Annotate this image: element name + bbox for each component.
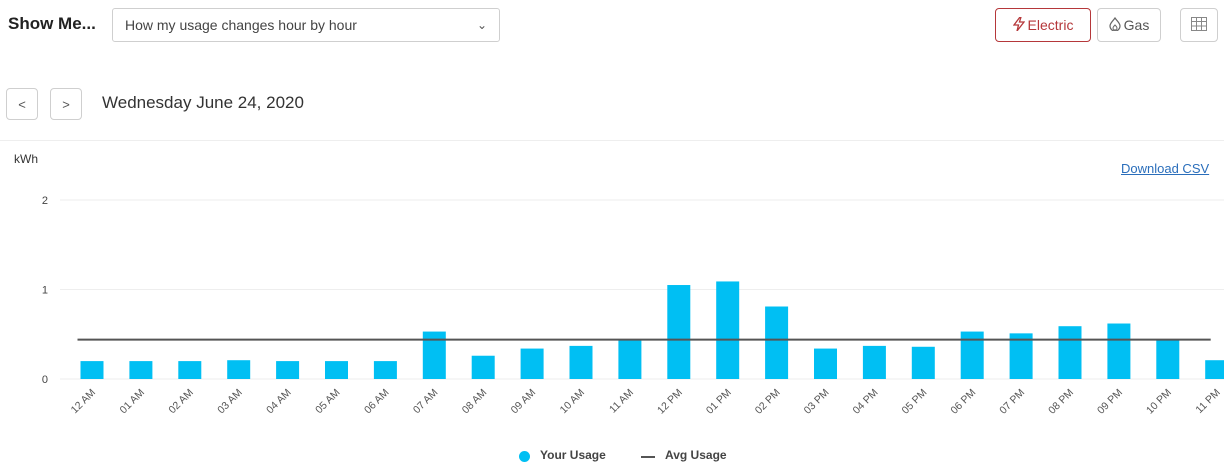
x-tick-label: 10 AM <box>558 387 588 417</box>
table-grid-icon <box>1191 16 1207 34</box>
usage-chart: 0 1 2 12 AM 01 AM 02 AM 03 AM 04 AM 05 AM 06 AM 07… <box>42 195 1224 417</box>
x-tick-label: 07 AM <box>411 387 441 417</box>
usage-bar <box>471 355 495 379</box>
x-tick-label: 05 AM <box>313 387 343 417</box>
x-tick-label: 03 AM <box>215 387 245 417</box>
y-tick-label: 0 <box>42 374 48 386</box>
usage-bar <box>80 361 104 379</box>
x-tick-label: 11 PM <box>1193 387 1222 416</box>
x-tick-label: 08 AM <box>460 387 490 417</box>
prev-day-button[interactable]: < <box>6 88 38 120</box>
chevron-down-icon: ⌄ <box>476 18 487 32</box>
electric-button[interactable]: Electric <box>995 8 1091 42</box>
usage-bar <box>227 360 251 379</box>
usage-bar <box>1107 323 1131 379</box>
usage-bar <box>129 361 153 379</box>
usage-bar <box>814 348 837 379</box>
x-tick-label: 09 PM <box>1095 387 1125 417</box>
x-tick-label: 12 AM <box>69 387 99 417</box>
usage-bar <box>178 361 202 379</box>
x-tick-label: 04 AM <box>264 387 294 417</box>
usage-bar <box>960 331 984 379</box>
usage-bar <box>862 345 886 379</box>
lightning-bolt-icon <box>1012 15 1025 34</box>
x-tick-label: 09 AM <box>509 387 539 417</box>
usage-bar <box>1009 333 1033 379</box>
show-me-label: Show Me... <box>8 14 96 33</box>
usage-bar <box>520 348 544 379</box>
x-tick-label: 05 PM <box>899 387 929 417</box>
y-tick-label: 1 <box>42 285 48 297</box>
x-tick-label: 03 PM <box>802 387 832 417</box>
x-tick-label: 12 PM <box>655 387 685 417</box>
usage-bar <box>716 281 740 379</box>
y-axis-unit-label: kWh <box>14 152 38 166</box>
x-tick-label: 04 PM <box>851 387 881 417</box>
x-tick-label: 10 PM <box>1144 387 1174 417</box>
download-csv-link[interactable]: Download CSV <box>1121 161 1210 176</box>
usage-bar <box>373 361 397 379</box>
usage-bar <box>1156 339 1180 379</box>
usage-bar <box>1058 326 1082 379</box>
legend-usage-dot <box>519 451 530 462</box>
x-tick-label: 08 PM <box>1046 387 1076 417</box>
usage-bar <box>569 345 593 379</box>
x-tick-label: 01 PM <box>704 387 734 417</box>
flame-icon <box>1109 16 1121 34</box>
date-label: Wednesday June 24, 2020 <box>102 93 304 112</box>
legend-avg-label: Avg Usage <box>665 448 727 462</box>
view-select-value: How my usage changes hour by hour <box>125 17 357 33</box>
usage-bar <box>422 331 446 379</box>
y-tick-label: 2 <box>42 195 48 207</box>
x-tick-label: 02 AM <box>166 387 196 417</box>
table-view-button[interactable] <box>1180 8 1218 42</box>
usage-bar <box>276 361 300 379</box>
x-tick-label: 06 AM <box>362 387 392 417</box>
gas-button-label: Gas <box>1123 17 1150 33</box>
usage-bar <box>911 346 935 379</box>
electric-button-label: Electric <box>1027 17 1074 33</box>
next-day-button[interactable]: > <box>50 88 82 120</box>
divider <box>0 140 1224 141</box>
legend-avg-line <box>641 456 655 458</box>
x-tick-label: 02 PM <box>753 387 783 417</box>
gas-button[interactable]: Gas <box>1097 8 1161 42</box>
usage-bar <box>1205 360 1224 379</box>
legend-usage-label: Your Usage <box>540 448 606 462</box>
usage-bar <box>667 285 691 379</box>
usage-bar <box>618 340 642 379</box>
x-tick-label: 07 PM <box>997 387 1027 417</box>
usage-bar <box>325 361 348 379</box>
x-tick-label: 11 AM <box>607 387 636 416</box>
usage-bar <box>765 306 789 379</box>
x-tick-label: 06 PM <box>948 387 978 417</box>
x-tick-label: 01 AM <box>117 387 147 417</box>
view-select[interactable]: How my usage changes hour by hour ⌄ <box>112 8 500 42</box>
